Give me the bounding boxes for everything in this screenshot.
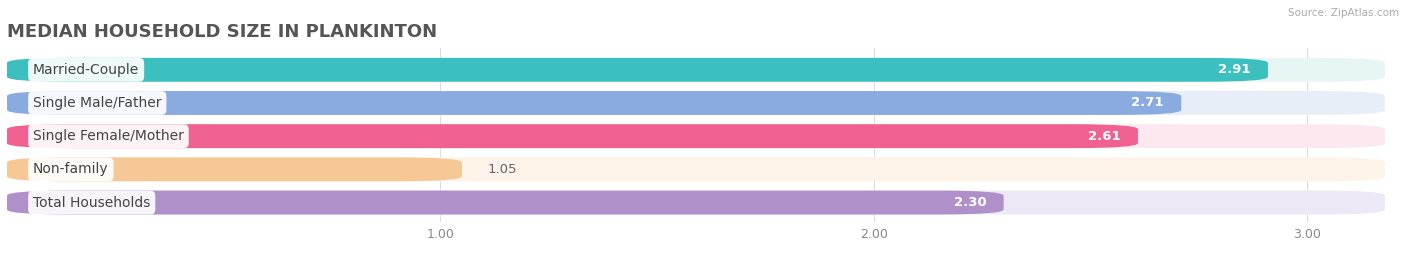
Text: Single Male/Father: Single Male/Father <box>32 96 162 110</box>
Text: 2.30: 2.30 <box>953 196 986 209</box>
FancyBboxPatch shape <box>7 58 1385 82</box>
FancyBboxPatch shape <box>7 91 1181 115</box>
Text: MEDIAN HOUSEHOLD SIZE IN PLANKINTON: MEDIAN HOUSEHOLD SIZE IN PLANKINTON <box>7 23 437 41</box>
Text: 1.05: 1.05 <box>488 163 517 176</box>
FancyBboxPatch shape <box>7 191 1004 214</box>
FancyBboxPatch shape <box>7 157 1385 181</box>
Text: Non-family: Non-family <box>32 162 108 176</box>
Text: 2.61: 2.61 <box>1088 130 1121 143</box>
Text: Source: ZipAtlas.com: Source: ZipAtlas.com <box>1288 8 1399 18</box>
Text: Total Households: Total Households <box>32 196 150 210</box>
FancyBboxPatch shape <box>7 157 463 181</box>
Text: 2.91: 2.91 <box>1218 63 1250 76</box>
FancyBboxPatch shape <box>7 58 1268 82</box>
FancyBboxPatch shape <box>7 91 1385 115</box>
FancyBboxPatch shape <box>7 191 1385 214</box>
FancyBboxPatch shape <box>7 124 1137 148</box>
Text: 2.71: 2.71 <box>1132 96 1164 110</box>
FancyBboxPatch shape <box>7 124 1385 148</box>
Text: Married-Couple: Married-Couple <box>32 63 139 77</box>
Text: Single Female/Mother: Single Female/Mother <box>32 129 184 143</box>
